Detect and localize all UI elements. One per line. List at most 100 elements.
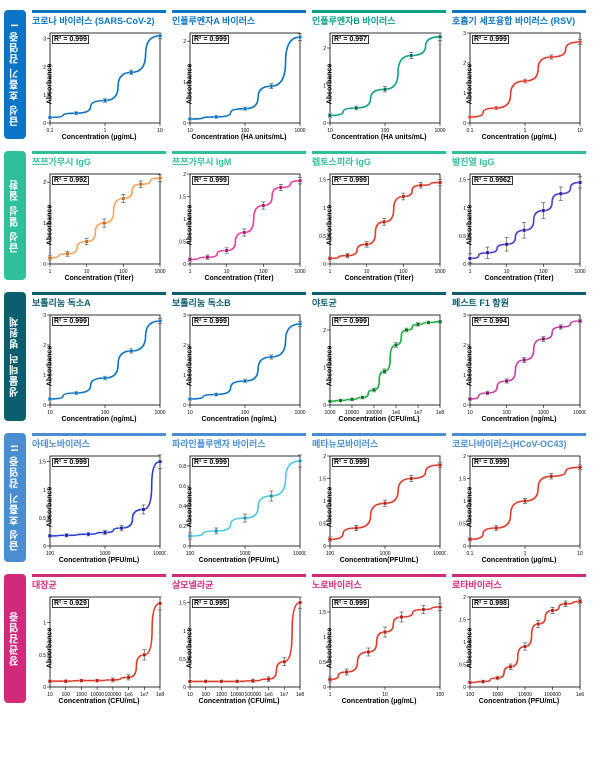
y-axis-label: Absorbance bbox=[327, 205, 334, 245]
r2-label: R² = 0.999 bbox=[472, 458, 509, 467]
chart-panel: 인플루엔자A 바이러스101001000012R² = 0.999Absorba… bbox=[172, 10, 306, 139]
x-axis-label: Concentration (Titer) bbox=[344, 275, 413, 282]
y-axis-label: Absorbance bbox=[47, 487, 54, 527]
chart-box: 101001000100001000001e61e71e800.51R² = 0… bbox=[32, 593, 166, 703]
chart-panel: 보톨리눔 독소B1010010000123R² = 0.999Absorbanc… bbox=[172, 292, 306, 421]
chart-box: 110100100000.511.5R² = 0.999AbsorbanceCo… bbox=[312, 170, 446, 280]
svg-text:0: 0 bbox=[43, 121, 46, 127]
r2-label: R² = 0.999 bbox=[192, 176, 229, 185]
svg-text:0.5: 0.5 bbox=[459, 234, 466, 240]
svg-text:2: 2 bbox=[323, 46, 326, 52]
y-axis-label: Absorbance bbox=[327, 64, 334, 104]
svg-text:10: 10 bbox=[47, 692, 53, 698]
svg-text:0: 0 bbox=[463, 403, 466, 409]
svg-text:10000: 10000 bbox=[433, 551, 446, 557]
r2-label: R² = 0.999 bbox=[332, 599, 369, 608]
panel-title: 쯔쯔가무시 IgM bbox=[172, 151, 306, 170]
panel-title: 아데노바이러스 bbox=[32, 433, 166, 452]
panel-title: 야토균 bbox=[312, 292, 446, 311]
svg-text:1000: 1000 bbox=[574, 269, 585, 275]
x-axis-label: Concentration (Titer) bbox=[64, 275, 133, 282]
r2-label: R² = 0.999 bbox=[192, 458, 229, 467]
x-axis-label: Concentration (HA units/mL) bbox=[331, 134, 426, 141]
category-label: 장관감염증 bbox=[8, 611, 23, 666]
svg-text:1: 1 bbox=[469, 269, 472, 275]
category-tab: 급성 호흡기 감염증 I bbox=[4, 10, 26, 139]
chart-panel: 쯔쯔가무시 IgG1101001000012R² = 0.992Absorban… bbox=[32, 151, 166, 280]
y-axis-label: Absorbance bbox=[47, 346, 54, 386]
chart-panel: 페스트 F1 항원101001000100000123R² = 0.994Abs… bbox=[452, 292, 586, 421]
svg-text:1e8: 1e8 bbox=[296, 692, 305, 698]
chart-panel: 야토균1000100001000001e61e71e8012R² = 0.999… bbox=[312, 292, 446, 421]
r2-label: R² = 0.999 bbox=[332, 458, 369, 467]
panel-title: 코로나 바이러스 (SARS-CoV-2) bbox=[32, 10, 166, 29]
panel-title: 페스트 F1 항원 bbox=[452, 292, 586, 311]
svg-text:1e8: 1e8 bbox=[156, 692, 165, 698]
chart-panel: 아데노바이러스10010001000000.511.5R² = 0.999Abs… bbox=[32, 433, 166, 562]
y-axis-label: Absorbance bbox=[47, 628, 54, 668]
svg-text:1.5: 1.5 bbox=[459, 178, 466, 184]
panel-title: 대장균 bbox=[32, 574, 166, 593]
svg-text:0: 0 bbox=[323, 262, 326, 268]
r2-label: R² = 0.999 bbox=[472, 35, 509, 44]
svg-text:0: 0 bbox=[183, 403, 186, 409]
chart-box: 101001000100000123R² = 0.994AbsorbanceCo… bbox=[452, 311, 586, 421]
svg-text:0: 0 bbox=[183, 685, 186, 691]
svg-text:2: 2 bbox=[183, 39, 186, 45]
svg-text:1: 1 bbox=[43, 621, 46, 627]
r2-label: R² = 0.999 bbox=[332, 176, 369, 185]
svg-text:0.5: 0.5 bbox=[179, 240, 186, 246]
category-label: 생물테러 병원체 bbox=[8, 316, 23, 397]
y-axis-label: Absorbance bbox=[467, 487, 474, 527]
x-axis-label: Concentration (PFU/mL) bbox=[479, 698, 560, 705]
svg-text:0: 0 bbox=[323, 403, 326, 409]
x-axis-label: Concentration(PFU/mL) bbox=[340, 557, 419, 564]
r2-label: R² = 0.994 bbox=[472, 317, 509, 326]
svg-text:0.5: 0.5 bbox=[319, 660, 326, 666]
category-row: 생물테러 병원체보톨리눔 독소A1010010000123R² = 0.999A… bbox=[4, 292, 591, 421]
y-axis-label: Absorbance bbox=[327, 346, 334, 386]
chart-panel: 살모넬라균101001000100001000001e61e71e800.511… bbox=[172, 574, 306, 703]
chart-box: 10010001000000.511.52R² = 0.999Absorbanc… bbox=[312, 452, 446, 562]
svg-text:3: 3 bbox=[183, 313, 186, 319]
panel-title: 코로나바이러스(HCoV-OC43) bbox=[452, 433, 586, 452]
chart-box: 101001000100001000001e61e71e800.511.5R² … bbox=[172, 593, 306, 703]
svg-text:0.2: 0.2 bbox=[179, 524, 186, 530]
chart-box: 0.11100123R² = 0.999AbsorbanceConcentrat… bbox=[32, 29, 166, 139]
chart-box: 1101001000012R² = 0.992AbsorbanceConcent… bbox=[32, 170, 166, 280]
svg-text:1000: 1000 bbox=[294, 410, 305, 416]
r2-label: R² = 0.997 bbox=[332, 35, 369, 44]
svg-text:0: 0 bbox=[323, 544, 326, 550]
svg-text:0: 0 bbox=[463, 121, 466, 127]
category-label: 급성 열성 질환 bbox=[8, 179, 23, 253]
x-axis-label: Concentration (HA units/mL) bbox=[191, 134, 286, 141]
category-label: 급성 호흡기 감염증 II bbox=[8, 444, 23, 551]
svg-text:0: 0 bbox=[463, 685, 466, 691]
svg-text:1e6: 1e6 bbox=[576, 692, 585, 698]
svg-text:1000: 1000 bbox=[154, 269, 165, 275]
category-tab: 급성 호흡기 감염증 II bbox=[4, 433, 26, 562]
category-row: 장관감염증대장균101001000100001000001e61e71e800.… bbox=[4, 574, 591, 703]
chart-box: 11010000.511.5R² = 0.999AbsorbanceConcen… bbox=[312, 593, 446, 703]
panels-container: 쯔쯔가무시 IgG1101001000012R² = 0.992Absorban… bbox=[32, 151, 591, 280]
x-axis-label: Concentration (µg/mL) bbox=[62, 134, 137, 141]
x-axis-label: Concentration (ng/mL) bbox=[201, 416, 276, 423]
panel-title: 렙토스피라 IgG bbox=[312, 151, 446, 170]
svg-text:0.1: 0.1 bbox=[47, 128, 54, 134]
svg-text:2: 2 bbox=[183, 172, 186, 178]
r2-label: R² = 0.929 bbox=[52, 599, 89, 608]
svg-text:0.5: 0.5 bbox=[39, 516, 46, 522]
svg-text:1: 1 bbox=[49, 269, 52, 275]
svg-text:10: 10 bbox=[577, 551, 583, 557]
x-axis-label: Concentration (µg/mL) bbox=[482, 134, 557, 141]
chart-panel: 인플루엔자B 바이러스101001000012R² = 0.997Absorba… bbox=[312, 10, 446, 139]
svg-text:100: 100 bbox=[436, 692, 445, 698]
svg-text:10: 10 bbox=[157, 128, 163, 134]
y-axis-label: Absorbance bbox=[467, 628, 474, 668]
chart-box: 10010001000000.20.40.60.8R² = 0.999Absor… bbox=[172, 452, 306, 562]
svg-text:0: 0 bbox=[43, 544, 46, 550]
svg-text:0.8: 0.8 bbox=[179, 464, 186, 470]
svg-text:2: 2 bbox=[323, 328, 326, 334]
svg-text:0: 0 bbox=[183, 262, 186, 268]
y-axis-label: Absorbance bbox=[47, 64, 54, 104]
